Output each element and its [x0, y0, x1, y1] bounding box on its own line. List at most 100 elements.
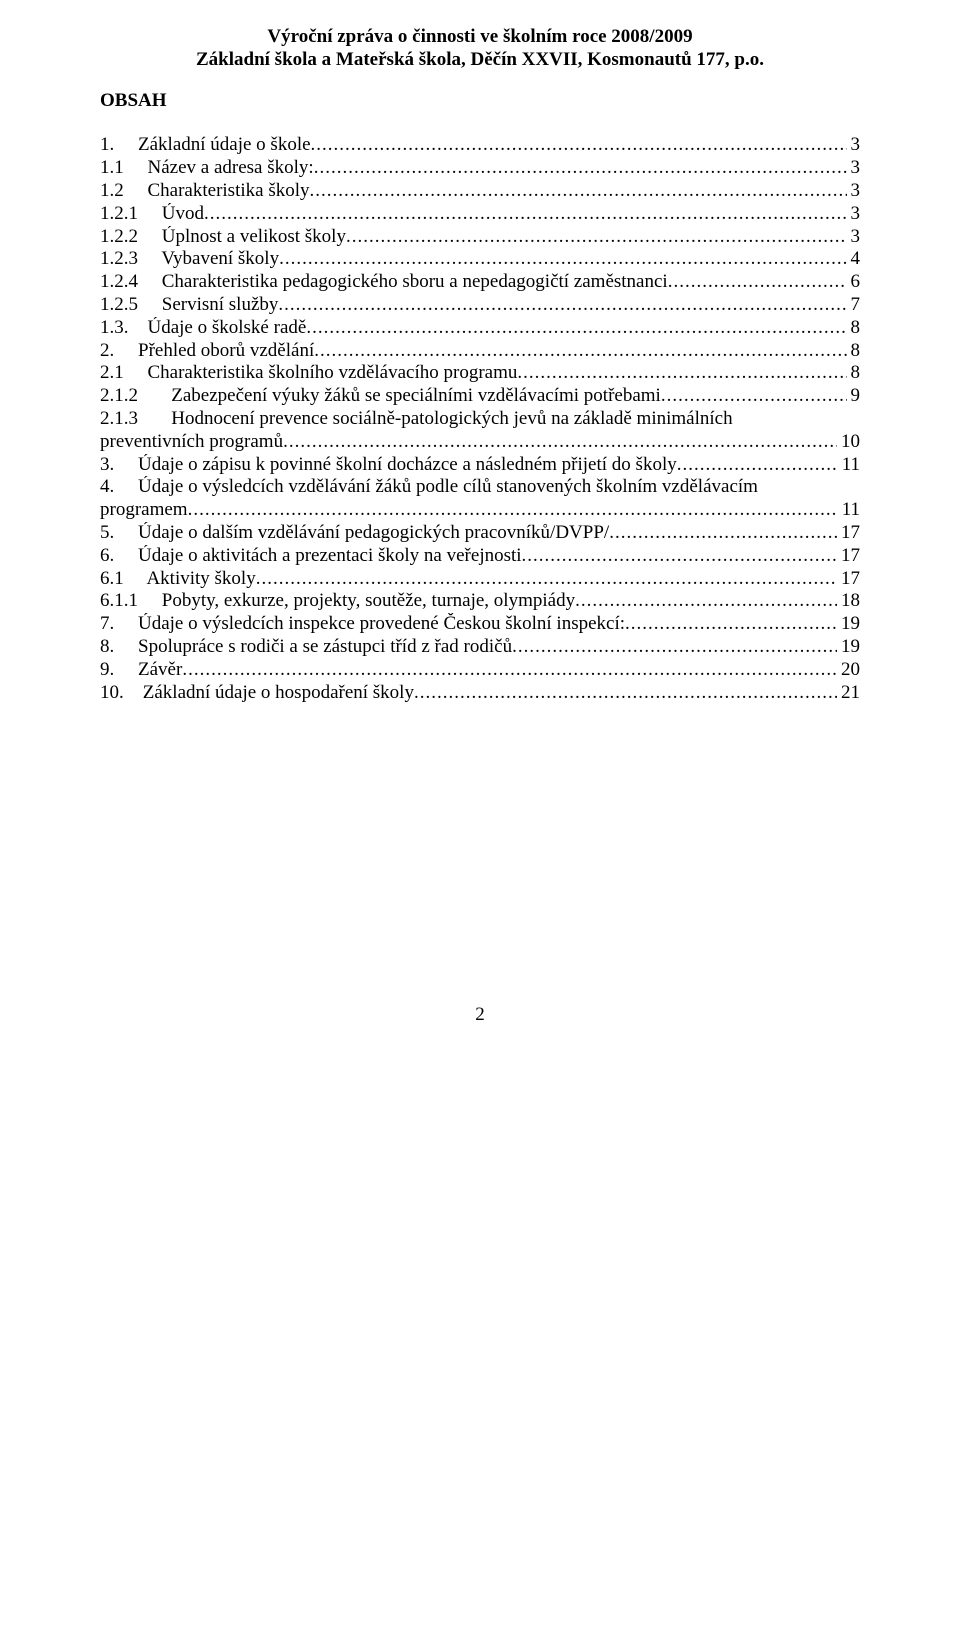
toc-leader [609, 522, 837, 545]
toc-leader [668, 271, 847, 294]
toc-entry-label: 1.2.4 Charakteristika pedagogického sbor… [100, 271, 668, 294]
toc-entry: 2.1.2 Zabezpečení výuky žáků se speciáln… [100, 385, 860, 408]
header-line-2: Základní škola a Mateřská škola, Děčín X… [100, 49, 860, 72]
toc-entry-label: 2.1.3 Hodnocení prevence sociálně-patolo… [100, 408, 733, 431]
toc-entry: 1.2.3 Vybavení školy 4 [100, 248, 860, 271]
header-line-1: Výroční zpráva o činnosti ve školním roc… [100, 26, 860, 49]
toc-entry-label: 6.1.1 Pobyty, exkurze, projekty, soutěže… [100, 590, 575, 613]
toc-entry-page: 3 [847, 203, 861, 226]
toc-leader [204, 203, 847, 226]
toc-leader [283, 431, 837, 454]
toc-leader [414, 682, 837, 705]
toc-leader [512, 636, 837, 659]
toc-entry-page: 10 [837, 431, 860, 454]
toc-leader [575, 590, 837, 613]
toc-entry: programem 11 [100, 499, 860, 522]
toc-entry: 1.2.1 Úvod 3 [100, 203, 860, 226]
toc-entry-label: 7. Údaje o výsledcích inspekce provedené… [100, 613, 625, 636]
toc-entry-label: 1.2.1 Úvod [100, 203, 204, 226]
toc-entry-page: 19 [837, 636, 860, 659]
toc-entry-label: 10. Základní údaje o hospodaření školy [100, 682, 414, 705]
page-number: 2 [100, 1004, 860, 1027]
toc-entry-label: 2.1 Charakteristika školního vzdělávacíh… [100, 362, 517, 385]
toc-entry: preventivních programů 10 [100, 431, 860, 454]
toc-entry: 6. Údaje o aktivitách a prezentaci školy… [100, 545, 860, 568]
toc-entry: 7. Údaje o výsledcích inspekce provedené… [100, 613, 860, 636]
toc-entry-label: 4. Údaje o výsledcích vzdělávání žáků po… [100, 476, 758, 499]
toc-entry-label: 1.2.5 Servisní služby [100, 294, 278, 317]
toc-entry: 2. Přehled oborů vzdělání 8 [100, 340, 860, 363]
toc-entry-label: 1.2 Charakteristika školy [100, 180, 310, 203]
toc-leader [522, 545, 837, 568]
toc-entry-label: 2. Přehled oborů vzdělání [100, 340, 314, 363]
toc-entry-label: 6. Údaje o aktivitách a prezentaci školy… [100, 545, 522, 568]
table-of-contents: 1. Základní údaje o škole 31.1 Název a a… [100, 134, 860, 704]
toc-entry-page: 11 [838, 454, 860, 477]
toc-entry-label: 3. Údaje o zápisu k povinné školní dochá… [100, 454, 677, 477]
toc-entry: 10. Základní údaje o hospodaření školy 2… [100, 682, 860, 705]
toc-entry: 1.2 Charakteristika školy 3 [100, 180, 860, 203]
toc-entry-label: programem [100, 499, 188, 522]
toc-entry-label: 2.1.2 Zabezpečení výuky žáků se speciáln… [100, 385, 661, 408]
toc-entry-page: 17 [837, 545, 860, 568]
toc-entry-page: 18 [837, 590, 860, 613]
toc-leader [256, 568, 837, 591]
toc-entry: 9. Závěr 20 [100, 659, 860, 682]
toc-entry-label: preventivních programů [100, 431, 283, 454]
toc-leader [279, 248, 846, 271]
toc-leader [314, 340, 846, 363]
toc-entry-label: 1.3. Údaje o školské radě [100, 317, 306, 340]
toc-entry: 2.1.3 Hodnocení prevence sociálně-patolo… [100, 408, 860, 431]
toc-title: OBSAH [100, 90, 860, 113]
toc-entry: 6.1.1 Pobyty, exkurze, projekty, soutěže… [100, 590, 860, 613]
toc-entry: 1.1 Název a adresa školy: 3 [100, 157, 860, 180]
toc-entry-label: 5. Údaje o dalším vzdělávání pedagogický… [100, 522, 609, 545]
toc-leader [310, 180, 847, 203]
toc-entry-page: 20 [837, 659, 860, 682]
toc-entry: 5. Údaje o dalším vzdělávání pedagogický… [100, 522, 860, 545]
toc-entry-page: 8 [847, 317, 861, 340]
page: Výroční zpráva o činnosti ve školním roc… [0, 0, 960, 1627]
toc-leader [188, 499, 838, 522]
toc-leader [311, 134, 847, 157]
toc-leader [661, 385, 847, 408]
toc-entry-page: 17 [837, 522, 860, 545]
toc-entry-page: 19 [837, 613, 860, 636]
toc-entry-page: 11 [838, 499, 860, 522]
toc-entry: 4. Údaje o výsledcích vzdělávání žáků po… [100, 476, 860, 499]
toc-entry-page: 9 [847, 385, 861, 408]
toc-leader [677, 454, 838, 477]
document-header: Výroční zpráva o činnosti ve školním roc… [100, 26, 860, 72]
toc-entry-page: 8 [847, 362, 861, 385]
toc-leader [278, 294, 846, 317]
toc-entry: 1. Základní údaje o škole 3 [100, 134, 860, 157]
toc-leader [306, 317, 846, 340]
toc-entry-label: 1.2.2 Úplnost a velikost školy [100, 226, 346, 249]
toc-entry-page: 3 [847, 134, 861, 157]
toc-leader [314, 157, 847, 180]
toc-leader [625, 613, 837, 636]
toc-leader [182, 659, 837, 682]
toc-entry-page: 3 [847, 157, 861, 180]
toc-entry-page: 8 [847, 340, 861, 363]
toc-entry-page: 21 [837, 682, 860, 705]
toc-entry-page: 6 [847, 271, 861, 294]
toc-entry: 1.2.2 Úplnost a velikost školy 3 [100, 226, 860, 249]
toc-entry: 6.1 Aktivity školy 17 [100, 568, 860, 591]
toc-entry-label: 1. Základní údaje o škole [100, 134, 311, 157]
toc-entry: 1.3. Údaje o školské radě 8 [100, 317, 860, 340]
toc-entry-label: 9. Závěr [100, 659, 182, 682]
toc-entry: 1.2.5 Servisní služby 7 [100, 294, 860, 317]
toc-leader [346, 226, 847, 249]
toc-entry: 8. Spolupráce s rodiči a se zástupci tří… [100, 636, 860, 659]
toc-entry-page: 7 [847, 294, 861, 317]
toc-entry-label: 6.1 Aktivity školy [100, 568, 256, 591]
toc-entry-page: 4 [847, 248, 861, 271]
toc-entry-page: 3 [847, 226, 861, 249]
toc-entry-page: 3 [847, 180, 861, 203]
toc-entry: 2.1 Charakteristika školního vzdělávacíh… [100, 362, 860, 385]
toc-entry-page: 17 [837, 568, 860, 591]
toc-entry-label: 8. Spolupráce s rodiči a se zástupci tří… [100, 636, 512, 659]
toc-entry: 1.2.4 Charakteristika pedagogického sbor… [100, 271, 860, 294]
toc-entry-label: 1.2.3 Vybavení školy [100, 248, 279, 271]
